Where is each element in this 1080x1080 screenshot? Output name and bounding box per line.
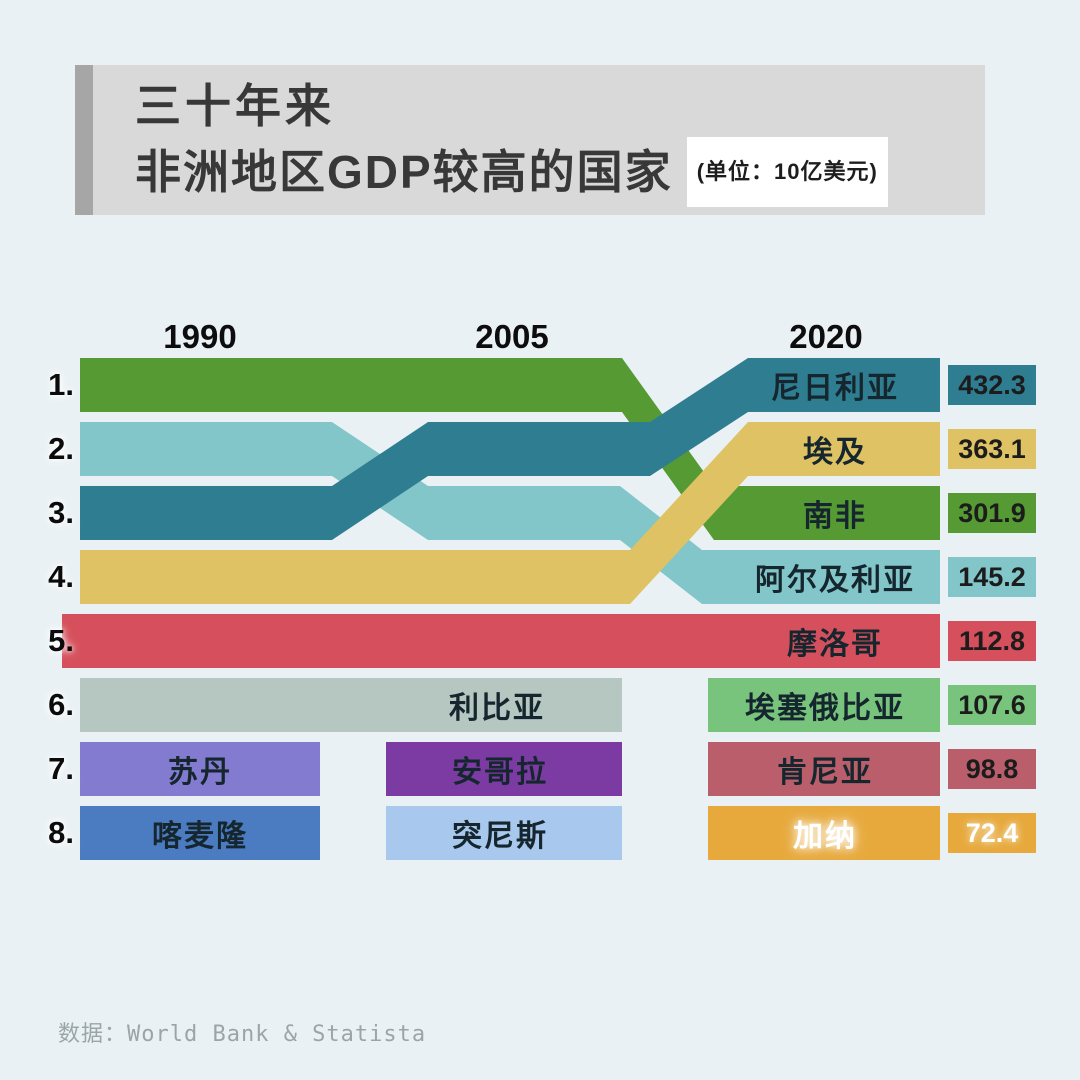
title-accent-bar (75, 65, 93, 215)
unit-label: (单位：10亿美元) (686, 137, 888, 207)
flow-band-ethiopia (708, 678, 940, 732)
page-title-line-2: 非洲地区GDP较高的国家 (单位：10亿美元) (135, 137, 985, 207)
flow-band-tunisia (386, 806, 622, 860)
title-block: 三十年来 非洲地区GDP较高的国家 (单位：10亿美元) (75, 65, 985, 215)
data-source: 数据：World Bank & Statista (58, 1022, 427, 1047)
flow-band-angola (386, 742, 622, 796)
page-title-line-1: 三十年来 (135, 80, 335, 132)
flow-band-kenya (708, 742, 940, 796)
flow-band-egypt (80, 422, 940, 604)
flow-band-algeria (80, 422, 940, 604)
flow-band-sudan (80, 742, 320, 796)
flow-band-libya (80, 678, 622, 732)
flow-band-cameroon (80, 806, 320, 860)
flow-band-ghana (708, 806, 940, 860)
title-box: 三十年来 非洲地区GDP较高的国家 (单位：10亿美元) (93, 65, 985, 215)
flow-band-nigeria (80, 358, 940, 540)
flow-band-morocco (62, 614, 940, 668)
page-title-main: 非洲地区GDP较高的国家 (135, 146, 673, 198)
